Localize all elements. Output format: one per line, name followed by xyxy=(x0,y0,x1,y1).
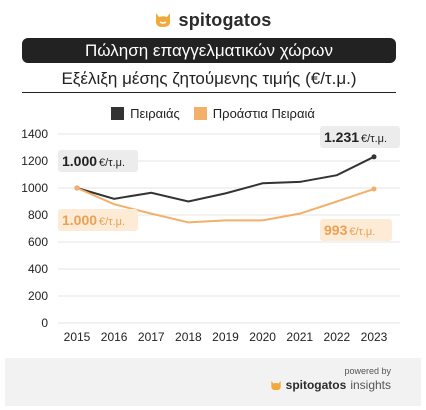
legend-label-piraeus: Πειραιάς xyxy=(130,105,180,121)
y-tick-label: 600 xyxy=(28,235,48,249)
x-tick-label: 2022 xyxy=(324,330,351,344)
legend-label-suburbs: Προάστια Πειραιά xyxy=(212,105,315,121)
x-tick-label: 2021 xyxy=(286,330,313,344)
brand-name: spitogatos xyxy=(178,9,272,30)
y-tick-label: 1000 xyxy=(21,181,48,195)
x-tick-label: 2018 xyxy=(175,330,202,344)
x-tick-label: 2019 xyxy=(212,330,239,344)
y-tick-label: 200 xyxy=(28,289,48,303)
annotation-unit: €/τ.μ. xyxy=(99,157,125,169)
series-line-1 xyxy=(76,187,375,224)
footer: powered by spitogatos insights xyxy=(5,358,421,406)
legend-item-piraeus: Πειραιάς xyxy=(111,106,180,121)
data-point xyxy=(74,185,80,191)
y-tick-label: 1200 xyxy=(21,154,48,168)
brand-header: spitogatos xyxy=(0,8,426,32)
footer-brand-name: spitogatos xyxy=(285,378,347,392)
annotation-label: 1.000 €/τ.μ. xyxy=(62,212,125,228)
footer-brand-suffix: insights xyxy=(350,378,391,392)
annotation-value: 1.231 xyxy=(324,129,359,145)
annotation-value: 993 xyxy=(324,222,348,238)
cat-logo-icon xyxy=(156,13,171,27)
chart-legend: Πειραιάς Προάστια Πειραιά xyxy=(0,103,426,123)
data-point xyxy=(371,154,377,160)
annotation-label: 1.000 €/τ.μ. xyxy=(62,153,125,169)
x-tick-label: 2017 xyxy=(138,330,165,344)
chart-subtitle: Εξέλιξη μέσης ζητούμενης τιμής (€/τ.μ.) xyxy=(22,66,396,93)
annotation-unit: €/τ.μ. xyxy=(349,226,375,238)
annotation-value: 1.000 xyxy=(62,153,97,169)
legend-swatch-suburbs xyxy=(193,106,207,120)
legend-swatch-piraeus xyxy=(111,106,125,120)
x-tick-label: 2020 xyxy=(249,330,276,344)
annotation-box xyxy=(320,219,392,241)
footer-brand: spitogatos insights xyxy=(270,378,391,392)
annotation-value: 1.000 xyxy=(62,212,97,228)
legend-item-suburbs: Προάστια Πειραιά xyxy=(193,105,315,121)
x-tick-label: 2016 xyxy=(101,330,128,344)
annotation-unit: €/τ.μ. xyxy=(99,216,125,228)
y-tick-label: 1400 xyxy=(21,127,48,141)
line-chart: 0 200 400 600 800 1000 1200 1400 2015 2016 2017 201… xyxy=(21,126,400,344)
chart-title: Πώληση επαγγελματικών χώρων xyxy=(22,38,396,63)
annotation-unit: €/τ.μ. xyxy=(361,133,387,145)
y-tick-label: 800 xyxy=(28,208,48,222)
annotation-label: 1.231 €/τ.μ. xyxy=(324,129,387,145)
annotation-box xyxy=(58,209,138,231)
annotation-box xyxy=(320,126,400,148)
y-tick-label: 400 xyxy=(28,262,48,276)
x-tick-label: 2023 xyxy=(361,330,388,344)
powered-by-label: powered by xyxy=(344,366,391,376)
cat-logo-icon xyxy=(270,380,281,390)
data-point xyxy=(371,186,377,192)
annotation-label: 993 €/τ.μ. xyxy=(324,222,375,238)
series-line-0 xyxy=(76,155,375,203)
y-tick-label: 0 xyxy=(41,316,48,330)
annotation-box xyxy=(58,150,138,172)
x-tick-label: 2015 xyxy=(64,330,91,344)
